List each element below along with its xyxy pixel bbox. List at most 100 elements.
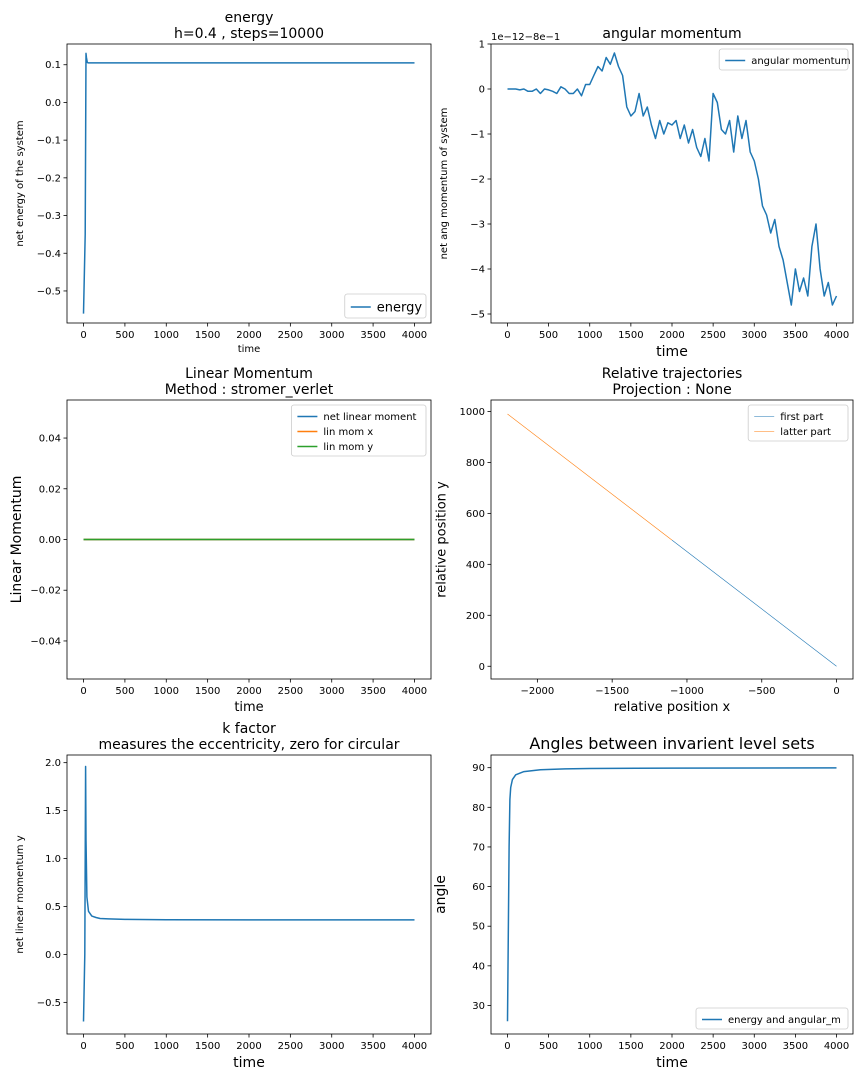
x-tick-label: 3000 bbox=[742, 330, 767, 341]
legend-entry: energy and angular_m bbox=[728, 1015, 841, 1026]
series-line-1 bbox=[82, 52, 415, 314]
y-tick-label: 200 bbox=[466, 611, 485, 622]
x-tick-label: 2000 bbox=[236, 330, 261, 341]
x-tick-label: 3500 bbox=[360, 686, 385, 697]
subplot-1: 0 500 1000 1500 2000 2500 3000 3500 4000 −0.5 −0.4… bbox=[15, 10, 432, 355]
y-tick-label: 400 bbox=[466, 560, 485, 571]
x-tick-label: 4000 bbox=[824, 1041, 849, 1052]
legend-frame bbox=[290, 404, 427, 457]
x-tick-label: 2000 bbox=[659, 1041, 684, 1052]
axes-frame bbox=[66, 43, 432, 324]
axes-frame bbox=[490, 754, 854, 1035]
x-tick-label: 1500 bbox=[195, 330, 220, 341]
subplot-5: 0 500 1000 1500 2000 2500 3000 3500 4000 −0.5 0.0 0… bbox=[15, 721, 432, 1071]
x-tick-label: 1500 bbox=[618, 1041, 643, 1052]
legend-frame bbox=[695, 1007, 849, 1030]
x-tick-label: 500 bbox=[539, 330, 558, 341]
y-tick-label: −0.1 bbox=[37, 136, 61, 147]
x-tick-label: 2500 bbox=[278, 1041, 303, 1052]
x-axis-label: time bbox=[238, 344, 261, 355]
y-tick-label: 1.5 bbox=[45, 806, 61, 817]
y-tick-label: −0.4 bbox=[37, 249, 61, 260]
x-tick-label: 0 bbox=[504, 1041, 510, 1052]
subplot-6: 0 500 1000 1500 2000 2500 3000 3500 4000 30 40 50 60… bbox=[433, 734, 854, 1071]
x-tick-label: 1000 bbox=[154, 686, 179, 697]
subplot-2: 0 500 1000 1500 2000 2500 3000 3500 4000 −5 −4 −3 −2… bbox=[439, 26, 854, 360]
y-tick-label: 2.0 bbox=[45, 758, 61, 769]
y-tick-label: −3 bbox=[470, 220, 485, 231]
legend: first part latter part bbox=[747, 404, 849, 442]
x-tick-label: 3000 bbox=[319, 1041, 344, 1052]
x-tick-label: 4000 bbox=[402, 330, 427, 341]
x-axis-label: time bbox=[234, 700, 263, 715]
x-tick-label: 1000 bbox=[577, 1041, 602, 1052]
x-tick-label: 1500 bbox=[195, 1041, 220, 1052]
x-tick-label: 3500 bbox=[783, 1041, 808, 1052]
y-tick-label: −4 bbox=[470, 265, 485, 276]
series-line-1 bbox=[671, 539, 837, 667]
y-tick-label: 80 bbox=[472, 803, 485, 814]
x-tick-label: 2500 bbox=[700, 1041, 725, 1052]
x-axis-label: time bbox=[233, 1055, 265, 1071]
y-tick-label: 30 bbox=[472, 1001, 485, 1012]
x-tick-label: 2500 bbox=[700, 330, 725, 341]
y-tick-label: 800 bbox=[466, 458, 485, 469]
x-axis-label: time bbox=[656, 344, 688, 360]
chart-title: Method : stromer_verlet bbox=[165, 382, 334, 398]
legend-entry: net linear moment bbox=[323, 412, 416, 423]
y-tick-label: −0.2 bbox=[37, 173, 61, 184]
legend-frame bbox=[718, 48, 849, 71]
y-tick-label: 0.5 bbox=[45, 902, 61, 913]
y-axis-label: Linear Momentum bbox=[9, 476, 25, 604]
x-tick-label: 2500 bbox=[278, 686, 303, 697]
y-axis-label: net linear momentum y bbox=[15, 835, 26, 953]
series-line-1 bbox=[82, 765, 415, 1022]
x-tick-label: 500 bbox=[115, 686, 134, 697]
x-tick-label: 2000 bbox=[659, 330, 684, 341]
x-tick-label: 3500 bbox=[783, 330, 808, 341]
y-tick-label: −1 bbox=[470, 130, 485, 141]
legend-entry: latter part bbox=[780, 427, 831, 438]
x-tick-label: 1500 bbox=[618, 330, 643, 341]
y-tick-label: −2 bbox=[470, 175, 485, 186]
y-tick-label: 1.0 bbox=[45, 854, 61, 865]
subplot-3: 0 500 1000 1500 2000 2500 3000 3500 4000 −0.04 −0.… bbox=[9, 366, 432, 715]
x-tick-label: 500 bbox=[539, 1041, 558, 1052]
y-tick-label: −5 bbox=[470, 310, 485, 321]
legend: angular momentum bbox=[718, 48, 851, 71]
y-tick-label: 0 bbox=[479, 85, 485, 96]
y-tick-label: 0.0 bbox=[45, 98, 61, 109]
y-axis-label: net ang momentum of system bbox=[439, 108, 450, 260]
y-tick-label: 1000 bbox=[460, 407, 485, 418]
y-tick-label: 0.0 bbox=[45, 950, 61, 961]
chart-title: energy bbox=[225, 10, 274, 26]
x-tick-label: 1500 bbox=[195, 686, 220, 697]
y-tick-label: −0.3 bbox=[37, 211, 61, 222]
legend-frame bbox=[747, 404, 849, 442]
x-tick-label: 3500 bbox=[360, 330, 385, 341]
x-tick-label: 4000 bbox=[402, 1041, 427, 1052]
x-tick-label: 0 bbox=[504, 330, 510, 341]
y-tick-label: 40 bbox=[472, 961, 485, 972]
chart-title: Linear Momentum bbox=[185, 366, 313, 382]
axes-frame bbox=[490, 43, 854, 324]
legend-entry: lin mom y bbox=[323, 442, 373, 453]
y-tick-label: −0.02 bbox=[30, 586, 61, 597]
y-tick-label: −0.04 bbox=[30, 636, 61, 647]
y-tick-label: 60 bbox=[472, 882, 485, 893]
y-tick-label: −0.5 bbox=[37, 998, 61, 1009]
x-tick-label: −1000 bbox=[670, 686, 704, 697]
x-tick-label: 500 bbox=[115, 330, 134, 341]
axes-frame bbox=[490, 399, 854, 680]
y-axis-label: net energy of the system bbox=[15, 120, 26, 246]
legend-entry: lin mom x bbox=[323, 427, 373, 438]
legend-frame bbox=[344, 293, 427, 319]
y-tick-label: 0 bbox=[479, 662, 485, 673]
y-tick-label: 0.00 bbox=[39, 535, 61, 546]
axis-offset-text: 1e−12−8e−1 bbox=[491, 32, 560, 43]
y-tick-label: 1 bbox=[479, 40, 485, 51]
x-tick-label: 4000 bbox=[824, 330, 849, 341]
x-tick-label: 500 bbox=[115, 1041, 134, 1052]
y-tick-label: 0.02 bbox=[39, 484, 61, 495]
